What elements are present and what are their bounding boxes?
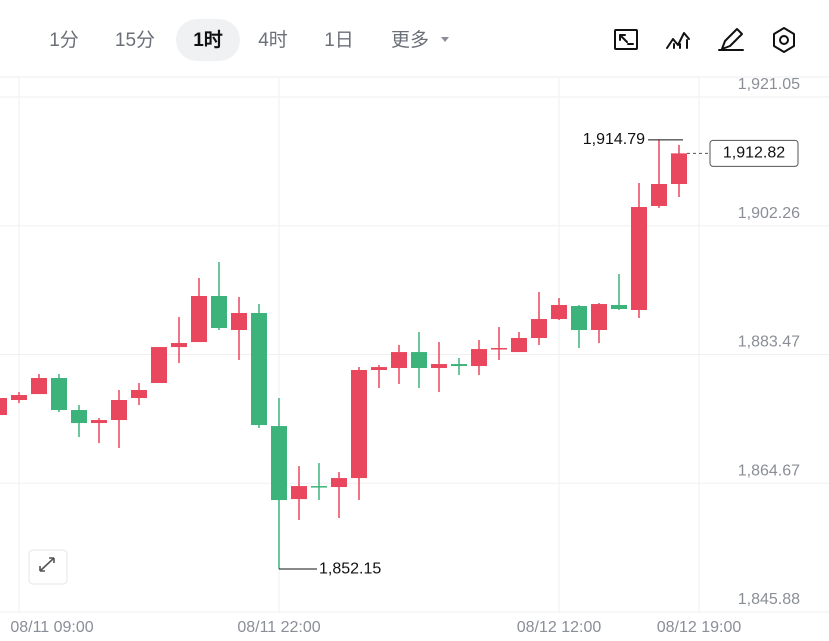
candle-body bbox=[631, 207, 647, 310]
candle-body bbox=[511, 338, 527, 353]
candle-body bbox=[571, 306, 587, 330]
indicator-icon[interactable] bbox=[666, 32, 690, 49]
y-tick-label: 1,921.05 bbox=[738, 76, 800, 93]
candle-body bbox=[551, 304, 567, 320]
candle-body bbox=[51, 378, 67, 411]
candle-body bbox=[231, 313, 247, 330]
candle-body bbox=[191, 296, 207, 343]
x-tick-label: 08/11 09:00 bbox=[10, 619, 93, 636]
candle-body bbox=[471, 349, 487, 367]
last-price-box bbox=[709, 139, 799, 167]
y-tick-label: 1,902.26 bbox=[738, 205, 800, 222]
timeframe-tab[interactable]: 1分 bbox=[49, 29, 79, 51]
candle-body bbox=[111, 400, 127, 421]
candle-body bbox=[671, 153, 687, 184]
candle-body bbox=[151, 347, 167, 384]
candle-body bbox=[591, 304, 607, 330]
x-tick-label: 08/11 22:00 bbox=[237, 619, 320, 636]
candle-body bbox=[531, 319, 547, 339]
candle-body bbox=[251, 313, 267, 426]
settings-icon[interactable] bbox=[773, 27, 795, 53]
candle-body bbox=[131, 390, 147, 399]
max-label: 1,914.79 bbox=[583, 131, 645, 148]
y-tick-label: 1,845.88 bbox=[738, 591, 800, 608]
x-tick-label: 08/12 19:00 bbox=[657, 619, 742, 636]
timeframe-tab[interactable]: 15分 bbox=[115, 29, 155, 51]
candle-body bbox=[651, 183, 667, 206]
timeframe-tab[interactable]: 1时 bbox=[193, 29, 223, 51]
candle-body bbox=[611, 304, 627, 310]
expand-button[interactable] bbox=[28, 549, 68, 585]
active-tab-bg bbox=[176, 19, 240, 61]
expand-icon bbox=[39, 557, 55, 572]
candle-body bbox=[391, 352, 407, 369]
candle-body bbox=[331, 478, 347, 488]
timeframe-tab[interactable]: 更多 bbox=[391, 29, 429, 51]
x-tick-label: 08/12 12:00 bbox=[517, 619, 602, 636]
last-price-label: 1,912.82 bbox=[723, 145, 785, 162]
screen-icon[interactable] bbox=[614, 29, 638, 50]
candle-body bbox=[0, 398, 7, 416]
timeframe-tab[interactable]: 1日 bbox=[324, 30, 354, 51]
candle-body bbox=[451, 364, 467, 367]
min-label: 1,852.15 bbox=[319, 560, 381, 577]
y-tick-label: 1,883.47 bbox=[738, 334, 800, 351]
candle-body bbox=[371, 367, 387, 371]
candle-body bbox=[71, 410, 87, 424]
candle-body bbox=[431, 364, 447, 369]
candle-body bbox=[311, 486, 327, 488]
candle-body bbox=[351, 370, 367, 479]
more-caret[interactable] bbox=[441, 37, 449, 42]
candle-body bbox=[491, 348, 507, 350]
candle-body bbox=[271, 426, 287, 501]
candle-body bbox=[31, 378, 47, 395]
candle-body bbox=[291, 486, 307, 500]
y-tick-label: 1,864.67 bbox=[738, 462, 800, 479]
candle-body bbox=[11, 395, 27, 401]
candle-body bbox=[171, 343, 187, 348]
candle-body bbox=[91, 420, 107, 424]
timeframe-tab[interactable]: 4时 bbox=[258, 29, 288, 51]
candle-body bbox=[411, 352, 427, 369]
candle-body bbox=[211, 296, 227, 329]
draw-icon[interactable] bbox=[718, 28, 744, 51]
